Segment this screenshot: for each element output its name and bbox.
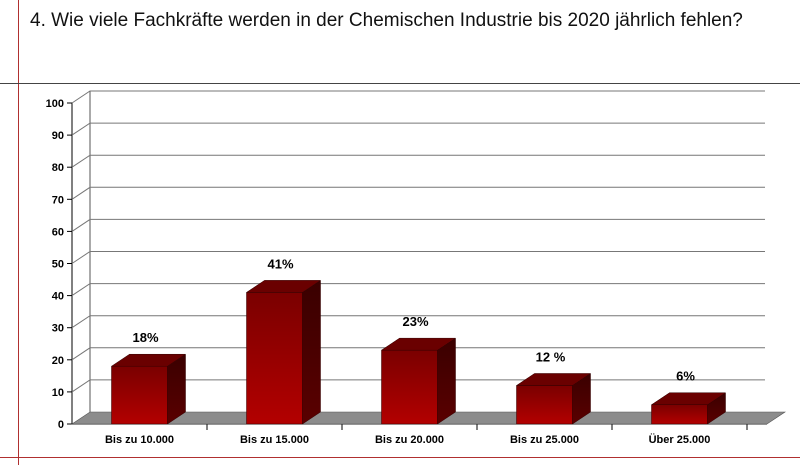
y-tick-label: 0: [58, 419, 64, 431]
y-tick-label: 10: [52, 387, 64, 399]
y-tick-label: 100: [46, 98, 64, 110]
y-tick-label: 70: [52, 194, 64, 206]
y-tick-label: 80: [52, 162, 64, 174]
bar: [650, 392, 727, 425]
bar-top: [380, 337, 457, 351]
gridline: [71, 218, 765, 232]
bar: [245, 279, 322, 425]
bar: [380, 337, 457, 425]
gridline: [71, 122, 765, 136]
bar-front: [111, 365, 168, 425]
gridline: [71, 90, 765, 104]
data-label: 6%: [676, 369, 695, 384]
bar-side: [437, 337, 456, 425]
category-label: Über 25.000: [649, 433, 711, 446]
title-divider: [0, 83, 800, 84]
data-label: 41%: [267, 256, 293, 271]
bar-top: [110, 353, 187, 367]
y-tick-label: 40: [52, 291, 64, 303]
slide-title: 4. Wie viele Fachkräfte werden in der Ch…: [30, 10, 743, 31]
gridline: [71, 283, 765, 297]
bar: [515, 373, 592, 425]
y-tick-label: 50: [52, 259, 64, 271]
bar-top: [650, 392, 727, 405]
y-tick-label: 90: [52, 130, 64, 142]
bar-top: [515, 373, 592, 386]
bottom-red-rule: [0, 457, 800, 458]
y-tick-label: 60: [52, 226, 64, 238]
left-red-rule: [18, 0, 19, 465]
bar-front: [651, 404, 708, 425]
bar-side: [302, 279, 321, 425]
category-label: Bis zu 15.000: [240, 434, 309, 446]
data-label: 23%: [402, 314, 428, 329]
gridline: [71, 186, 765, 200]
gridline: [71, 154, 765, 168]
bar-front: [246, 292, 303, 425]
bar: [110, 353, 187, 425]
category-label: Bis zu 20.000: [375, 434, 444, 446]
bar-top: [245, 280, 322, 293]
bar-front: [381, 349, 438, 425]
category-label: Bis zu 10.000: [105, 434, 174, 446]
gridline: [71, 315, 765, 329]
y-tick-label: 20: [52, 355, 64, 367]
y-tick-label: 30: [52, 323, 64, 335]
gridline: [71, 251, 765, 264]
data-label: 12 %: [536, 349, 566, 364]
category-label: Bis zu 25.000: [510, 434, 579, 446]
data-label: 18%: [132, 330, 158, 345]
gridline: [71, 347, 765, 361]
bar-front: [516, 385, 573, 425]
